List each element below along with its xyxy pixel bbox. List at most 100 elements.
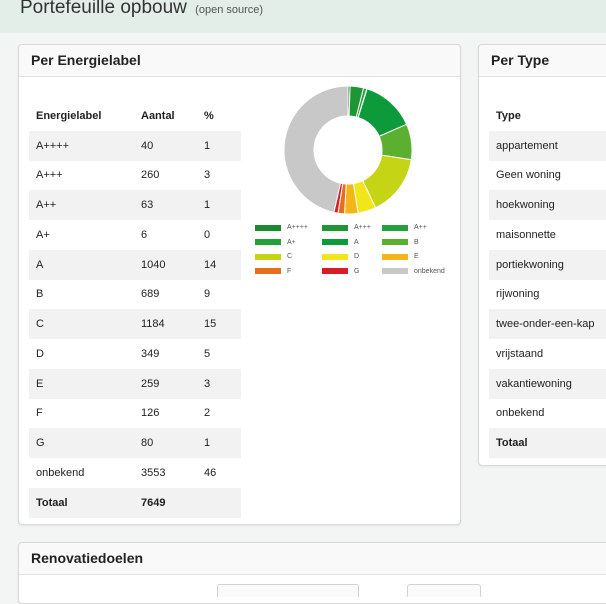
- cell-label: A++++: [29, 130, 134, 161]
- cell-pct: 3: [204, 169, 211, 182]
- type-card: Per Type Type appartement Geen woning hoek…: [478, 44, 606, 466]
- cell-count: 126: [141, 407, 160, 420]
- table-row: vakantiewoning: [489, 368, 606, 399]
- cell-pct: 15: [197, 309, 241, 339]
- energielabel-card: Per Energielabel Energielabel Aantal % A…: [18, 44, 461, 525]
- cell-type: vakantiewoning: [489, 368, 606, 399]
- page-title-text: Portefeuille opbouw: [20, 0, 187, 18]
- table-row: onbekend 3553 46: [29, 458, 241, 488]
- legend-label: A+++: [354, 224, 371, 231]
- legend-item[interactable]: A+++: [322, 224, 371, 231]
- table-row: maisonnette: [489, 220, 606, 250]
- table-row: onbekend: [489, 399, 606, 429]
- legend-label: F: [287, 267, 292, 275]
- legend-item[interactable]: C: [255, 253, 292, 260]
- cell-count: 63: [134, 190, 197, 220]
- cell-type: maisonnette: [496, 228, 556, 241]
- table-row: portiekwoning: [489, 249, 606, 280]
- table-row: A+ 6 0: [29, 220, 241, 250]
- table-row: A 1040 14: [29, 249, 241, 280]
- cell-pct: 1: [197, 428, 241, 458]
- table-row: D 349 5: [29, 339, 241, 369]
- legend-item[interactable]: B: [382, 239, 419, 246]
- legend-label: E: [414, 253, 419, 260]
- cell-count: 689: [141, 288, 160, 301]
- cell-type: hoekwoning: [489, 190, 606, 220]
- cell-count: 6: [141, 228, 148, 241]
- cell-count: 3553: [141, 466, 166, 479]
- total-pct: [197, 487, 241, 518]
- cell-count: 1184: [134, 309, 197, 339]
- table-row: hoekwoning: [489, 190, 606, 220]
- cell-pct: 9: [204, 288, 211, 301]
- legend-label: A: [354, 238, 359, 246]
- legend-item[interactable]: onbekend: [382, 268, 445, 275]
- page-title: Portefeuille opbouw (open source): [20, 0, 263, 19]
- total-label: Totaal: [29, 487, 134, 518]
- table-row: vrijstaand: [489, 339, 606, 369]
- type-card-title: Per Type: [479, 45, 606, 77]
- legend-item[interactable]: G: [322, 268, 359, 275]
- legend-item[interactable]: A: [322, 239, 359, 246]
- legend-swatch: [255, 253, 281, 260]
- col-header-energielabel: Energielabel: [36, 109, 102, 122]
- table-total-row: Totaal 7649: [29, 487, 241, 518]
- legend-label: A++++: [287, 224, 309, 231]
- energielabel-table-body: A++++ 40 1 A+++ 260 3 A++ 63 1 A+ 6 0 A 1040 14 B 689 9 C 1…: [29, 130, 241, 488]
- cell-pct: 46: [204, 466, 217, 479]
- energielabel-donut-chart: [283, 85, 413, 215]
- legend-label: C: [287, 253, 293, 260]
- renovatie-card-title: Renovatiedoelen: [19, 543, 606, 575]
- legend-item[interactable]: A+: [255, 239, 296, 246]
- cell-label: A+: [36, 228, 50, 241]
- table-row: F 126 2: [29, 399, 241, 429]
- legend-item[interactable]: A++++: [255, 224, 308, 231]
- legend-item[interactable]: F: [255, 268, 291, 275]
- legend-item[interactable]: E: [382, 253, 419, 260]
- cell-count: 260: [141, 169, 160, 182]
- page-subtitle: (open source): [195, 4, 264, 16]
- legend-label: B: [414, 238, 419, 246]
- legend-label: A++: [414, 224, 427, 231]
- legend-swatch: [255, 268, 281, 274]
- cell-count: 259: [134, 368, 197, 399]
- cell-count: 80: [134, 428, 197, 458]
- col-header-type: Type: [496, 109, 521, 122]
- cell-pct: 2: [204, 407, 211, 420]
- legend-swatch: [322, 239, 348, 245]
- table-row: rijwoning: [489, 280, 606, 310]
- cell-label: C: [29, 309, 134, 339]
- legend-swatch: [382, 224, 408, 231]
- cell-type: Geen woning: [496, 169, 561, 182]
- table-header-row: Type: [489, 101, 606, 131]
- table-header-row: Energielabel Aantal %: [29, 101, 241, 131]
- legend-label: G: [354, 267, 360, 275]
- type-total-label: Totaal: [489, 428, 606, 458]
- cell-label: A+++: [36, 169, 63, 182]
- cell-pct: 5: [204, 347, 211, 360]
- donut-slice-onbekend[interactable]: [283, 85, 349, 214]
- legend-swatch: [382, 253, 408, 260]
- cell-pct: 1: [197, 190, 241, 220]
- table-row: Geen woning: [489, 161, 606, 191]
- cell-pct: 14: [197, 249, 241, 280]
- energielabel-table: Energielabel Aantal % A++++ 40 1 A+++ 260 3 A+…: [29, 101, 241, 518]
- cell-type: onbekend: [496, 407, 545, 420]
- type-table: Type appartement Geen woning hoekwoning mai…: [489, 101, 606, 458]
- legend-label: D: [354, 253, 360, 260]
- cell-pct: 1: [197, 130, 241, 161]
- legend-item[interactable]: D: [322, 253, 359, 260]
- cell-label: F: [36, 407, 43, 420]
- cell-label: E: [29, 368, 134, 399]
- cell-label: B: [36, 288, 44, 301]
- table-row: G 80 1: [29, 428, 241, 458]
- legend-row: A+ A B: [255, 239, 455, 254]
- table-row: appartement: [489, 130, 606, 161]
- legend-item[interactable]: A++: [382, 224, 427, 231]
- cell-type: portiekwoning: [489, 249, 606, 280]
- total-count: 7649: [134, 487, 197, 518]
- col-header-percentage: %: [204, 109, 214, 122]
- legend-label: A+: [287, 238, 296, 246]
